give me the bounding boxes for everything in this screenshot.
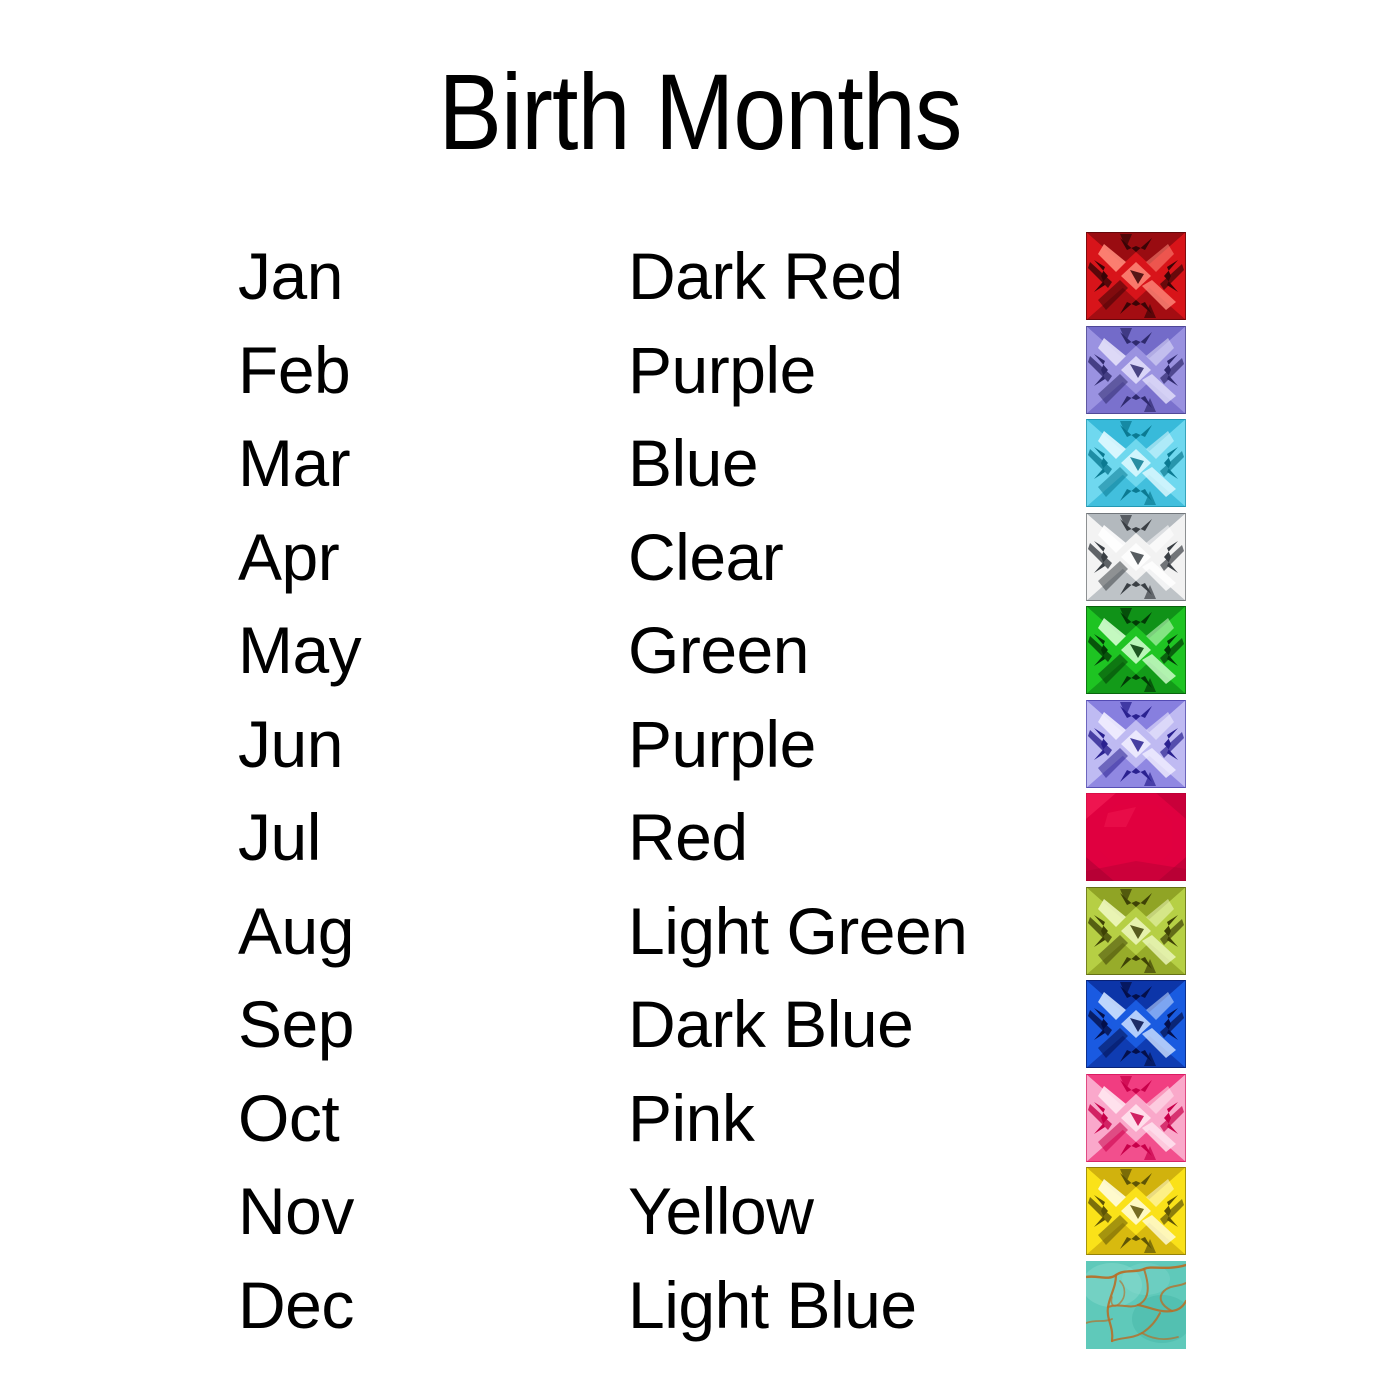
color-label: Green xyxy=(628,613,809,687)
alexandrite-gem xyxy=(1086,699,1186,788)
gem-swatch-cell xyxy=(1086,886,1186,975)
ruby-gem xyxy=(1086,793,1186,881)
month-label: Mar xyxy=(238,426,351,500)
gem-swatch-cell xyxy=(1086,1073,1186,1162)
month-label: Oct xyxy=(238,1080,340,1155)
diamond-gem xyxy=(1086,512,1186,601)
sapphire-gem xyxy=(1086,980,1186,1068)
gem-swatch-cell xyxy=(1086,980,1186,1068)
citrine-gem xyxy=(1086,1167,1186,1255)
table-row: Dec Light Blue xyxy=(0,1260,1400,1355)
color-label: Purple xyxy=(628,332,816,407)
month-label: Sep xyxy=(238,987,354,1061)
gem-swatch-cell xyxy=(1086,606,1186,694)
gem-swatch-cell xyxy=(1086,1167,1186,1255)
garnet-gem xyxy=(1086,232,1186,320)
month-label: Jan xyxy=(238,239,343,313)
color-label: Pink xyxy=(628,1080,755,1155)
table-row: Nov Yellow xyxy=(0,1167,1400,1261)
color-label: Clear xyxy=(628,519,784,594)
color-label: Light Green xyxy=(628,893,968,968)
emerald-gem xyxy=(1086,606,1186,694)
table-row: Aug Light Green xyxy=(0,886,1400,981)
tourmaline-gem xyxy=(1086,1073,1186,1162)
table-row: May Green xyxy=(0,606,1400,700)
month-label: May xyxy=(238,613,362,687)
gem-swatch-cell xyxy=(1086,1260,1186,1349)
color-label: Dark Red xyxy=(628,239,903,313)
month-label: Aug xyxy=(238,893,354,968)
page-title: Birth Months xyxy=(438,51,963,172)
month-label: Feb xyxy=(238,332,351,407)
gem-swatch-cell xyxy=(1086,325,1186,414)
color-label: Dark Blue xyxy=(628,987,914,1061)
month-label: Nov xyxy=(238,1174,354,1248)
gem-swatch-cell xyxy=(1086,793,1186,881)
month-label: Dec xyxy=(238,1267,354,1342)
table-row: Jul Red xyxy=(0,793,1400,887)
table-row: Jan Dark Red xyxy=(0,232,1400,326)
turquoise-gem xyxy=(1086,1260,1186,1349)
table-row: Sep Dark Blue xyxy=(0,980,1400,1074)
color-label: Blue xyxy=(628,426,759,500)
aquamarine-gem xyxy=(1086,419,1186,507)
table-row: Mar Blue xyxy=(0,419,1400,513)
birth-months-table: Jan Dark Red Feb Purple Mar Blue Apr Clear May Gr… xyxy=(0,232,1400,1354)
gem-swatch-cell xyxy=(1086,419,1186,507)
color-label: Light Blue xyxy=(628,1267,917,1342)
table-row: Oct Pink xyxy=(0,1073,1400,1168)
month-label: Jun xyxy=(238,706,343,781)
month-label: Jul xyxy=(238,800,321,874)
amethyst-gem xyxy=(1086,325,1186,414)
peridot-gem xyxy=(1086,886,1186,975)
table-row: Feb Purple xyxy=(0,325,1400,420)
table-row: Jun Purple xyxy=(0,699,1400,794)
month-label: Apr xyxy=(238,519,340,594)
color-label: Yellow xyxy=(628,1174,814,1248)
color-label: Red xyxy=(628,800,748,874)
gem-swatch-cell xyxy=(1086,512,1186,601)
color-label: Purple xyxy=(628,706,816,781)
gem-swatch-cell xyxy=(1086,232,1186,320)
gem-swatch-cell xyxy=(1086,699,1186,788)
table-row: Apr Clear xyxy=(0,512,1400,607)
